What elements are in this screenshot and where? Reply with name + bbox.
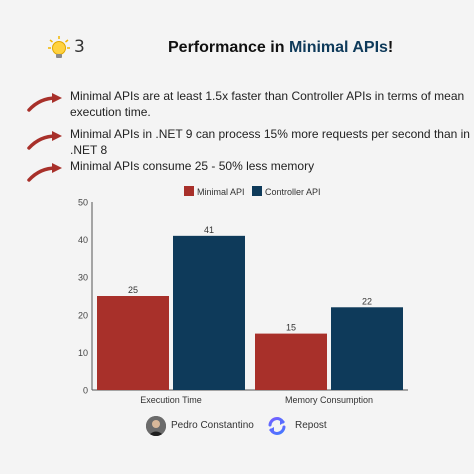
repost-icon[interactable] — [266, 415, 288, 437]
page-title: Performance in Minimal APIs! — [168, 39, 393, 57]
page-number: 3 — [74, 37, 85, 57]
title-suffix: ! — [387, 39, 394, 56]
y-tick-label: 10 — [78, 348, 88, 358]
y-tick-label: 30 — [78, 273, 88, 283]
bar — [331, 307, 403, 390]
point-3: Minimal APIs consume 25 - 50% less memor… — [70, 158, 314, 174]
y-tick-label: 50 — [78, 198, 88, 208]
footer: Pedro Constantino Repost — [0, 414, 474, 440]
legend-label: Minimal API — [197, 187, 245, 197]
point-1: Minimal APIs are at least 1.5x faster th… — [70, 88, 464, 120]
lightbulb-icon — [48, 36, 70, 58]
y-tick-label: 40 — [78, 235, 88, 245]
data-label: 22 — [362, 296, 372, 306]
point-2: Minimal APIs in .NET 9 can process 15% m… — [70, 126, 470, 158]
curved-arrow-icon — [27, 93, 62, 112]
title-accent: Minimal APIs — [288, 39, 388, 56]
point-2-line-2: .NET 8 — [70, 143, 108, 157]
x-tick-label: Memory Consumption — [285, 395, 373, 405]
author-name: Pedro Constantino — [171, 420, 254, 431]
point-1-line-1: Minimal APIs are at least 1.5x faster th… — [70, 89, 465, 103]
x-tick-label: Execution Time — [140, 395, 202, 405]
bar-chart: 0 10 20 30 40 50 Minimal API Controller API 25 41… — [78, 186, 408, 405]
y-tick-label: 20 — [78, 310, 88, 320]
bar — [97, 296, 169, 390]
legend-swatch — [184, 186, 194, 196]
point-2-line-1: Minimal APIs in .NET 9 can process 15% m… — [70, 127, 470, 141]
y-tick-label: 0 — [83, 386, 88, 396]
data-label: 25 — [128, 285, 138, 295]
data-label: 15 — [286, 323, 296, 333]
legend-label: Controller API — [265, 187, 321, 197]
point-3-line-1: Minimal APIs consume 25 - 50% less memor… — [70, 159, 315, 173]
avatar — [146, 416, 166, 436]
data-label: 41 — [204, 225, 214, 235]
title-prefix: Performance in — [168, 39, 289, 56]
curved-arrow-icon — [27, 163, 62, 182]
bar — [255, 333, 327, 390]
header: 3 Performance in Minimal APIs! — [0, 36, 474, 62]
bar — [173, 235, 245, 390]
legend-swatch — [252, 186, 262, 196]
repost-button[interactable]: Repost — [295, 420, 327, 431]
point-1-line-2: execution time. — [70, 105, 151, 119]
curved-arrow-icon — [27, 131, 62, 150]
